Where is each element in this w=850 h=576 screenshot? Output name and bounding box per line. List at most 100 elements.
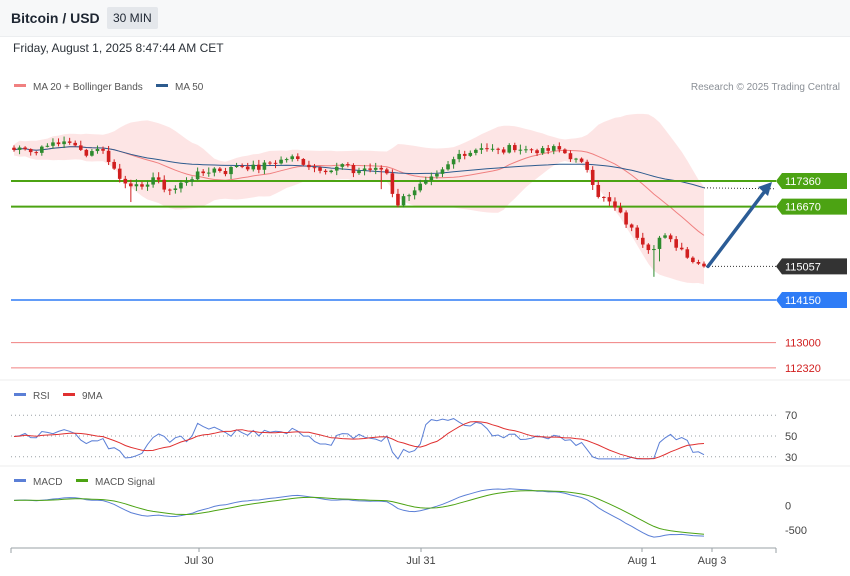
candle: [140, 181, 144, 190]
candle-body: [390, 173, 395, 194]
candle-body: [507, 145, 512, 153]
candle-body: [513, 145, 517, 151]
candle-body: [212, 168, 217, 173]
candle-body: [429, 176, 434, 181]
candle: [429, 172, 434, 186]
candle-body: [62, 141, 66, 145]
candle-body: [685, 249, 690, 258]
candle: [446, 161, 450, 171]
candle-body: [535, 150, 539, 154]
candle: [168, 188, 172, 196]
level-tag: 116670: [776, 198, 847, 215]
candle: [206, 167, 211, 177]
candle: [490, 144, 495, 152]
candle: [485, 143, 489, 152]
candle-body: [496, 148, 500, 150]
candle: [78, 140, 83, 151]
candle-body: [245, 166, 250, 170]
candle: [529, 148, 534, 154]
macd-signal-line: [13, 490, 705, 535]
candle: [45, 143, 50, 148]
candle: [179, 180, 183, 193]
candle-body: [546, 148, 550, 151]
candle: [373, 162, 378, 175]
candle: [396, 188, 400, 208]
candle: [646, 243, 651, 254]
candle-body: [334, 166, 339, 171]
candle: [401, 193, 406, 208]
candle: [618, 202, 623, 214]
time-axis-ticks: Jul 30 Jul 31 Aug 1 Aug 3: [184, 548, 726, 567]
candle: [629, 223, 634, 232]
candle-body: [351, 164, 356, 174]
candle-body: [657, 237, 662, 249]
candle-body: [301, 158, 306, 165]
candle: [117, 163, 122, 183]
candle-body: [462, 153, 467, 156]
candle-body: [646, 244, 651, 251]
candle: [95, 145, 100, 154]
macd-panel: 0 -500: [13, 488, 807, 538]
candle: [691, 256, 695, 264]
legend-macd-signal-label: MACD Signal: [95, 477, 155, 488]
level-tag-box: [776, 173, 847, 189]
candle: [62, 136, 66, 149]
candle: [557, 142, 562, 153]
candle-body: [323, 170, 328, 173]
candle-body: [67, 141, 72, 143]
candle-body: [557, 146, 562, 150]
candle: [190, 176, 194, 187]
candle-body: [84, 149, 89, 156]
candle-body: [78, 145, 83, 150]
candle: [613, 197, 617, 211]
candle: [590, 166, 595, 190]
candle: [251, 160, 256, 172]
candle-body: [101, 148, 105, 151]
legend-rsi-ma-label: 9MA: [82, 391, 103, 402]
candle: [652, 245, 656, 277]
candle-body: [518, 149, 523, 151]
candle-body: [501, 149, 506, 153]
candle-body: [28, 149, 33, 153]
rsi-tick-label: 50: [785, 431, 797, 443]
legend-rsi-swatch: [14, 393, 26, 396]
legend-macd-signal-swatch: [76, 479, 88, 482]
candle-body: [156, 177, 161, 180]
candles-group: [12, 136, 706, 277]
candle-body: [206, 172, 211, 174]
rsi-panel: 70 50 30: [11, 410, 797, 464]
time-tick-label: Jul 30: [184, 555, 213, 567]
candle-body: [579, 158, 584, 162]
candle-body: [457, 153, 461, 160]
projection-group: [706, 182, 772, 269]
candle: [357, 167, 361, 175]
candle: [290, 154, 295, 162]
candle-body: [529, 149, 534, 151]
candle-body: [618, 207, 623, 213]
bollinger-band-area: [14, 113, 704, 285]
candle: [12, 145, 16, 152]
candle: [624, 210, 628, 228]
candle: [268, 161, 272, 166]
candle-body: [201, 171, 205, 174]
legend-ma20-label: MA 20 + Bollinger Bands: [33, 82, 143, 93]
candle: [28, 148, 33, 156]
candle: [101, 146, 105, 154]
level-tag: 112320: [785, 363, 821, 375]
candle-body: [357, 170, 361, 174]
candle-body: [112, 161, 116, 169]
candle-body: [540, 148, 545, 154]
legend-ma50-label: MA 50: [175, 82, 204, 93]
candle-body: [379, 167, 384, 170]
interval-badge[interactable]: 30 MIN: [107, 7, 158, 29]
candle: [479, 143, 484, 154]
legend-macd-label: MACD: [33, 477, 62, 488]
candle-body: [340, 164, 345, 167]
candle-body: [385, 169, 389, 174]
candle-body: [12, 147, 16, 150]
candle: [635, 225, 640, 240]
candle-body: [290, 156, 295, 160]
candle-body: [568, 153, 573, 160]
candle: [585, 159, 589, 173]
